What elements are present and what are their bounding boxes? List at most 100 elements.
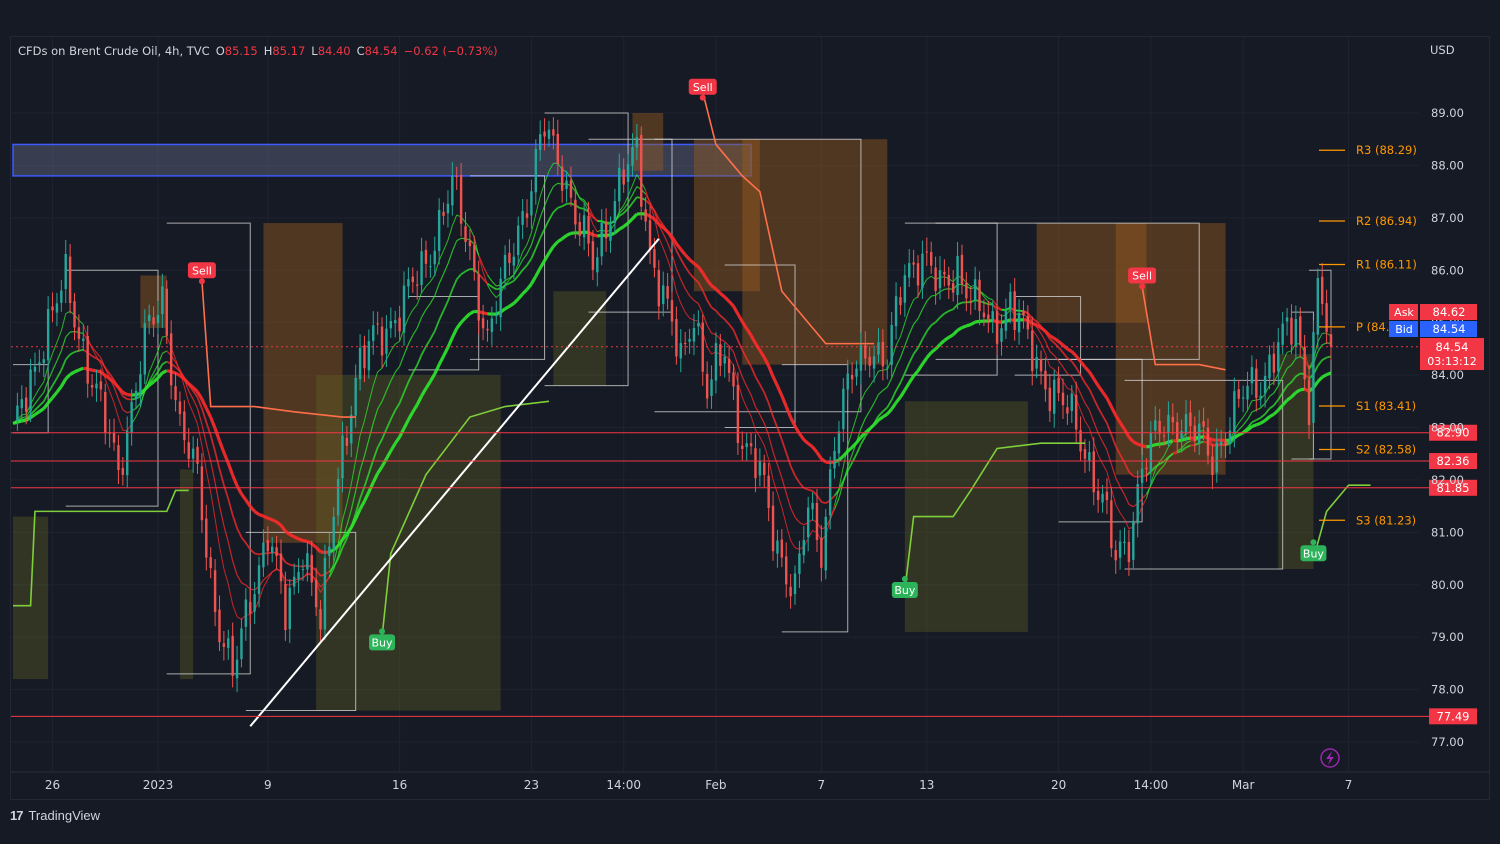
moving-average-segment (692, 262, 700, 269)
moving-average-segment (794, 547, 800, 550)
moving-average-segment (109, 391, 115, 403)
candle-body (1123, 541, 1126, 544)
moving-average-segment (908, 299, 915, 310)
moving-average-segment (838, 482, 844, 499)
candle-body (187, 442, 190, 459)
moving-average-segment (337, 547, 344, 560)
sell-signal-text: Sell (192, 264, 212, 277)
moving-average-segment (780, 395, 788, 408)
moving-average-segment (1044, 353, 1051, 367)
brand-name[interactable]: TradingView (28, 808, 101, 823)
candle-body (451, 175, 454, 206)
moving-average-segment (1273, 399, 1279, 406)
candle-body (1180, 431, 1183, 439)
moving-average-segment (294, 564, 299, 568)
moving-average-segment (891, 366, 897, 379)
x-axis-tick-label: 9 (264, 778, 272, 792)
chart-panel[interactable]: R3 (88.29) R2 (86.94) R1 (86.11) P (84.9) S1… (10, 36, 1490, 800)
moving-average-segment (882, 406, 888, 413)
candle-body (552, 129, 555, 136)
moving-average-segment (1277, 362, 1284, 374)
moving-average-segment (1163, 457, 1169, 466)
moving-average-segment (393, 436, 401, 445)
candle-body (758, 461, 762, 476)
moving-average-segment (811, 490, 818, 496)
moving-average-segment (948, 308, 954, 312)
moving-average-segment (437, 355, 445, 366)
candle-body (64, 254, 67, 289)
moving-average-segment (1300, 387, 1305, 392)
candle-body (385, 328, 388, 354)
moving-average-segment (917, 309, 923, 319)
candle-body (1312, 332, 1315, 423)
moving-average-segment (407, 309, 414, 319)
moving-average-segment (759, 414, 765, 424)
moving-average-segment (504, 282, 510, 287)
candle-body (1189, 412, 1192, 427)
candle-body (609, 225, 612, 241)
moving-average-segment (434, 283, 440, 297)
moving-average-segment (1256, 398, 1261, 401)
candle-body (1176, 422, 1179, 441)
moving-average-segment (135, 407, 141, 417)
moving-average-segment (1105, 397, 1113, 408)
moving-average-segment (983, 294, 989, 299)
candle-body (1202, 421, 1205, 427)
moving-average-segment (183, 386, 190, 403)
candle-body (1035, 356, 1038, 369)
moving-average-segment (363, 473, 370, 487)
moving-average-segment (1172, 451, 1178, 455)
moving-average-segment (1062, 381, 1068, 389)
moving-average-segment (157, 353, 163, 365)
moving-average-segment (148, 372, 155, 382)
moving-average-segment (1242, 419, 1248, 426)
range-box (245, 531, 357, 712)
moving-average-segment (1286, 381, 1293, 387)
candle-body (710, 379, 713, 396)
moving-average-segment (434, 260, 440, 276)
shade-box (263, 223, 343, 543)
moving-average-segment (368, 423, 374, 440)
price-chart[interactable]: R3 (88.29)R2 (86.94)R1 (86.11)P (84.9)S1… (11, 37, 1489, 799)
moving-average-segment (719, 292, 726, 299)
moving-average-segment (1127, 435, 1135, 443)
moving-average-segment (358, 500, 366, 510)
moving-average-segment (60, 359, 67, 371)
candle-body (956, 255, 959, 296)
moving-average-segment (860, 435, 867, 445)
moving-average-segment (1272, 408, 1280, 416)
moving-average-segment (1281, 385, 1288, 394)
moving-average-segment (411, 403, 419, 413)
moving-average-segment (456, 273, 462, 280)
moving-average-segment (859, 431, 867, 439)
moving-average-segment (1070, 350, 1078, 358)
moving-average-segment (314, 546, 322, 554)
candle-body (1022, 310, 1025, 316)
tradingview-logo-icon[interactable]: 17 (10, 808, 24, 823)
footer: 17 TradingView (10, 808, 100, 823)
signal-anchor-dot (1139, 283, 1146, 290)
moving-average-segment (1238, 424, 1244, 431)
moving-average-segment (684, 266, 691, 274)
low-label: L (311, 44, 318, 58)
moving-average-segment (592, 233, 598, 238)
moving-average-segment (1277, 404, 1284, 412)
candle-body (894, 296, 898, 327)
moving-average-segment (943, 310, 950, 315)
currency-label[interactable]: USD (1430, 43, 1455, 57)
moving-average-segment (29, 413, 36, 419)
moving-average-segment (429, 274, 436, 283)
candle-body (284, 583, 287, 631)
moving-average-segment (1295, 355, 1301, 359)
moving-average-segment (420, 387, 428, 397)
candle-body (82, 338, 85, 341)
candle-body (679, 343, 682, 359)
symbol-title[interactable]: CFDs on Brent Crude Oil, 4h, TVC (18, 44, 210, 58)
moving-average-segment (433, 319, 440, 332)
moving-average-segment (363, 402, 370, 421)
moving-average-segment (772, 416, 779, 429)
moving-average-segment (983, 296, 989, 303)
moving-average-segment (262, 514, 269, 520)
candle-body (556, 133, 559, 164)
moving-average-segment (56, 369, 63, 379)
